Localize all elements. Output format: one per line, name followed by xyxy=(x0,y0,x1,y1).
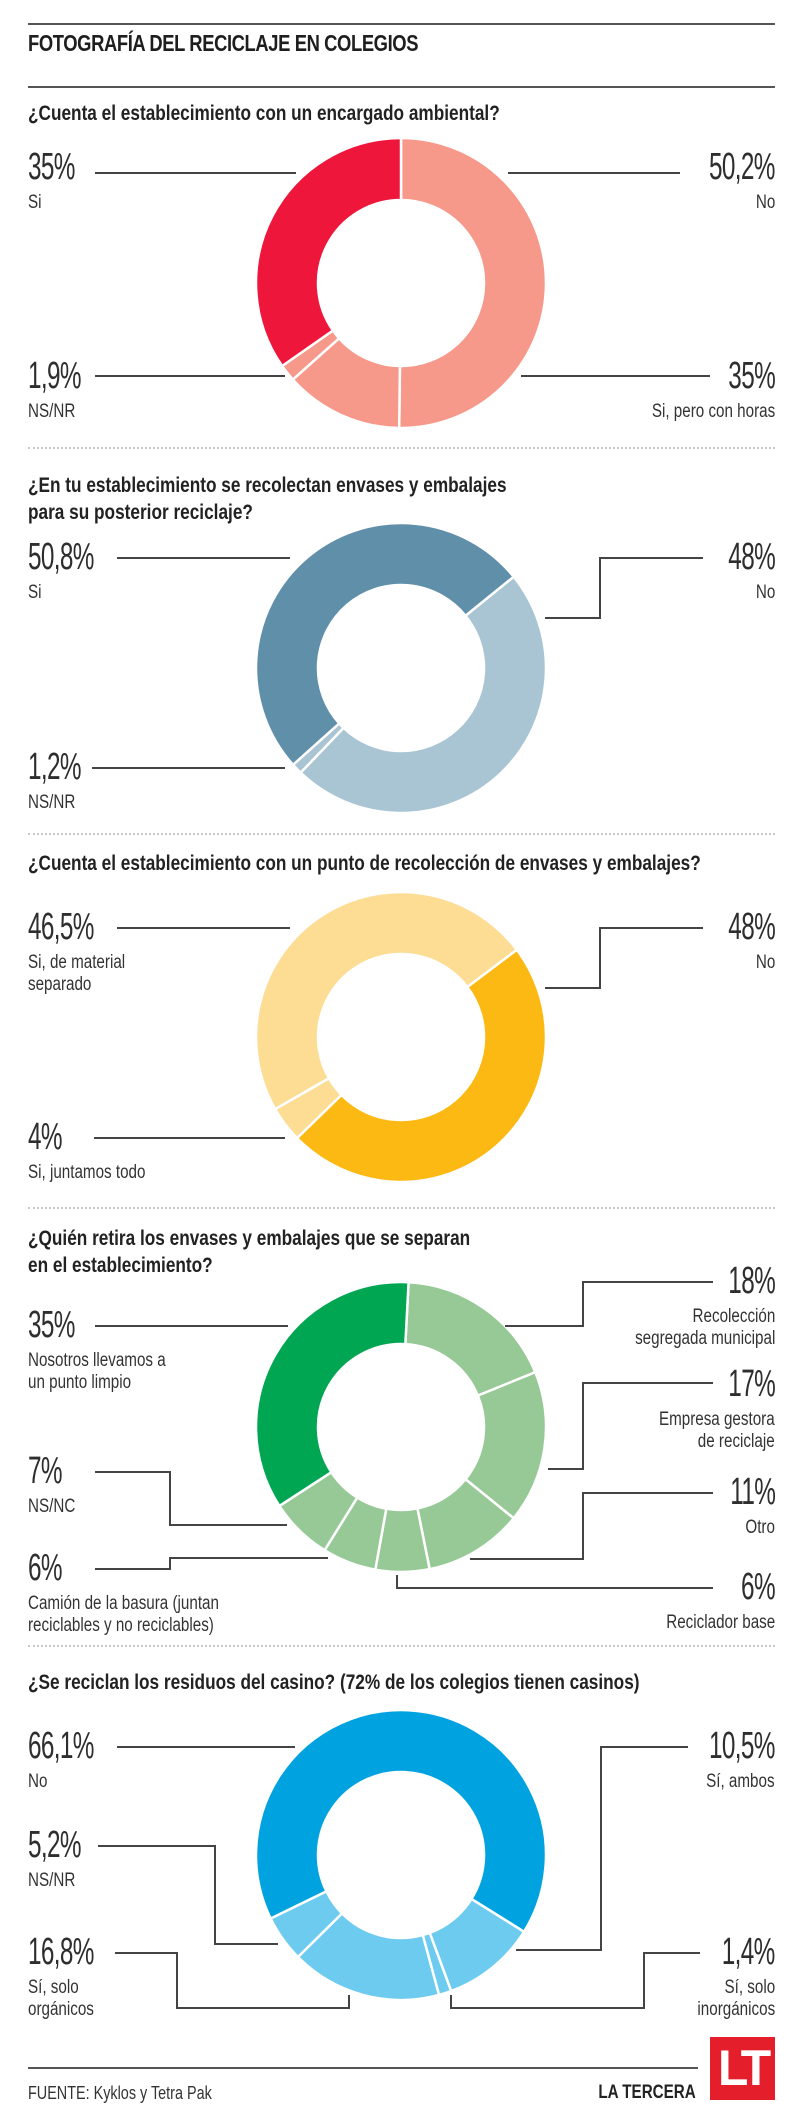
category-label: Si xyxy=(28,192,42,213)
category-label: Sí, solo orgánicos xyxy=(28,1977,94,2020)
leader-line-si-solo-organicos xyxy=(115,1952,350,2009)
divider xyxy=(28,1207,775,1209)
value-label: 35% xyxy=(28,146,75,188)
value-label: 1,4% xyxy=(722,1931,776,1973)
value-label: 4% xyxy=(28,1116,63,1158)
value-label: 6% xyxy=(28,1547,63,1589)
infographic-title: FOTOGRAFÍA DEL RECICLAJE EN COLEGIOS xyxy=(28,30,419,56)
category-label: Si xyxy=(28,582,42,603)
category-label: NS/NR xyxy=(28,401,76,422)
value-label: 66,1% xyxy=(28,1725,94,1767)
top-rule xyxy=(28,23,775,25)
title-rule xyxy=(28,86,775,88)
value-label: 10,5% xyxy=(709,1725,775,1767)
source-text: FUENTE: Kyklos y Tetra Pak xyxy=(28,2083,212,2103)
category-label: Camión de la basura (juntan reciclables … xyxy=(28,1593,219,1636)
footer-rule xyxy=(28,2067,698,2069)
question-5: ¿Se reciclan los residuos del casino? (7… xyxy=(28,1671,640,1694)
value-label: 46,5% xyxy=(28,906,94,948)
value-label: 48% xyxy=(728,906,775,948)
slice-si xyxy=(254,521,516,767)
divider xyxy=(28,833,775,835)
donut-chart-2 xyxy=(254,521,548,815)
value-label: 17% xyxy=(728,1363,775,1405)
slice-nosotros-llevamos-a-un-punto-limpio xyxy=(254,1280,410,1508)
donut-chart-5 xyxy=(254,1708,548,2002)
slice-recoleccion-segregada-municipal xyxy=(404,1280,537,1398)
category-label: NS/NC xyxy=(28,1496,76,1517)
la-tercera-logo: LT xyxy=(710,2037,775,2100)
slice-si xyxy=(254,136,403,368)
brand-name: LA TERCERA xyxy=(598,2082,696,2103)
category-label: Nosotros llevamos a un punto limpio xyxy=(28,1350,166,1393)
leader-line-si-solo-inorganicos xyxy=(450,1952,700,2009)
leader-line-otro xyxy=(470,1492,713,1560)
category-label: No xyxy=(755,952,775,973)
value-label: 18% xyxy=(728,1260,775,1302)
divider xyxy=(28,447,775,449)
category-label: No xyxy=(28,1771,48,1792)
value-label: 1,2% xyxy=(28,746,82,788)
value-label: 35% xyxy=(728,355,775,397)
leader-line-no xyxy=(545,927,703,989)
value-label: 6% xyxy=(741,1566,776,1608)
value-label: 11% xyxy=(730,1471,776,1513)
category-label: Si, de material separado xyxy=(28,952,126,995)
category-label: Otro xyxy=(745,1517,775,1538)
leader-line-si-ambos xyxy=(516,1746,688,1951)
value-label: 35% xyxy=(28,1304,75,1346)
value-label: 7% xyxy=(28,1450,63,1492)
question-2: ¿En tu establecimiento se recolectan env… xyxy=(28,474,507,524)
category-label: Recolección segregada municipal xyxy=(634,1306,775,1349)
leader-line-ns-nr xyxy=(98,1845,278,1945)
value-label: 50,2% xyxy=(709,146,775,188)
category-label: Reciclador base xyxy=(666,1612,775,1633)
leader-line-recoleccion-segregada-municipal xyxy=(505,1281,713,1327)
question-3: ¿Cuenta el establecimiento con un punto … xyxy=(28,852,701,875)
category-label: NS/NR xyxy=(28,792,76,813)
value-label: 50,8% xyxy=(28,536,94,578)
leader-line-camion-de-la-basura-juntan-reciclables-y-no-reciclables xyxy=(95,1557,328,1570)
category-label: Si, juntamos todo xyxy=(28,1162,146,1183)
category-label: Empresa gestora de reciclaje xyxy=(659,1409,775,1452)
value-label: 16,8% xyxy=(28,1931,94,1973)
question-1: ¿Cuenta el establecimiento con un encarg… xyxy=(28,102,500,125)
value-label: 5,2% xyxy=(28,1824,82,1866)
category-label: Sí, ambos xyxy=(706,1771,775,1792)
slice-no xyxy=(397,136,548,430)
slice-no xyxy=(254,1708,548,1934)
donut-chart-3 xyxy=(254,890,548,1184)
category-label: NS/NR xyxy=(28,1870,76,1891)
category-label: Sí, solo inorgánicos xyxy=(697,1977,775,2020)
value-label: 1,9% xyxy=(28,355,82,397)
donut-chart-4 xyxy=(254,1280,548,1574)
slice-ns-nr xyxy=(269,1889,344,1959)
logo-text: LT xyxy=(717,2040,771,2096)
slice-no xyxy=(298,574,548,815)
question-4: ¿Quién retira los envases y embalajes qu… xyxy=(28,1227,471,1277)
category-label: Si, pero con horas xyxy=(651,401,775,422)
leader-line-reciclador-base xyxy=(396,1575,713,1589)
leader-line-ns-nc xyxy=(95,1471,287,1526)
value-label: 48% xyxy=(728,536,775,578)
slice-no xyxy=(295,947,548,1184)
donut-chart-1 xyxy=(254,136,548,430)
divider xyxy=(28,1645,775,1647)
leader-line-no xyxy=(545,557,703,619)
category-label: No xyxy=(755,192,775,213)
slice-si-de-material-separado xyxy=(254,890,519,1111)
category-label: No xyxy=(755,582,775,603)
leader-line-empresa-gestora-de-reciclaje xyxy=(548,1382,713,1470)
